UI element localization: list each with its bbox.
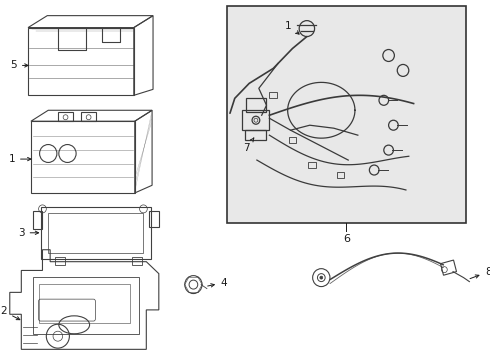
Text: 2: 2 (0, 306, 20, 320)
Bar (289, 137, 296, 143)
Circle shape (320, 276, 323, 279)
Bar (48, 213, 144, 253)
Bar (28, 28, 134, 95)
Text: 5: 5 (10, 60, 28, 71)
Text: 1: 1 (285, 21, 299, 34)
Bar (39, 284, 130, 323)
Text: 6: 6 (343, 234, 350, 244)
Bar (58, 112, 73, 121)
Bar (132, 257, 142, 265)
Bar (31, 121, 135, 193)
Bar (245, 130, 267, 140)
Bar (81, 112, 97, 121)
Bar (149, 211, 159, 227)
Bar (33, 276, 139, 334)
Bar (246, 98, 266, 112)
Text: 3: 3 (18, 228, 39, 238)
Bar (308, 162, 316, 168)
Bar (270, 92, 277, 98)
Bar (441, 260, 457, 275)
Bar (337, 172, 344, 178)
Text: 1: 1 (8, 154, 31, 164)
Bar (33, 211, 43, 229)
Bar (55, 257, 65, 265)
Text: 8: 8 (470, 267, 490, 279)
Bar (243, 110, 270, 130)
Text: 7: 7 (243, 138, 254, 153)
Bar (41, 207, 151, 259)
Text: 4: 4 (208, 278, 227, 288)
Bar (227, 6, 466, 223)
